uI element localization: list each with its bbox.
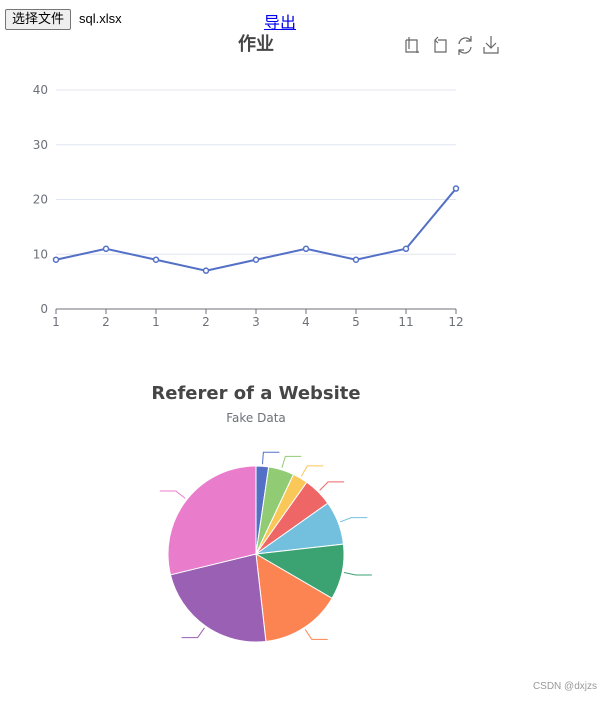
x-tick-label: 2: [202, 315, 210, 329]
line-data-point[interactable]: [452, 185, 460, 192]
pie-label-line: [181, 627, 205, 639]
y-tick-label: 0: [40, 302, 48, 316]
undo-icon[interactable]: [434, 36, 447, 53]
pie-label-line: [300, 465, 324, 477]
download-icon[interactable]: [483, 36, 499, 54]
x-tick-label: 4: [302, 315, 310, 329]
line-data-point[interactable]: [52, 256, 60, 263]
pie-label-line: [304, 629, 328, 640]
pie-slice[interactable]: [169, 553, 267, 643]
pie-slice[interactable]: [254, 543, 345, 600]
x-tick-label: 3: [252, 315, 260, 329]
pie-label-line: [159, 490, 186, 499]
line-chart-title: 作业: [238, 33, 274, 55]
pie-label-line: [281, 455, 302, 468]
pie-chart-title: Referer of a Website: [151, 383, 360, 404]
pie-slice[interactable]: [255, 553, 333, 642]
pie-slice[interactable]: [167, 465, 257, 576]
pie-label-line: [319, 481, 345, 491]
y-tick-label: 20: [33, 193, 48, 207]
line-data-point[interactable]: [402, 245, 410, 253]
line-data-point[interactable]: [102, 245, 110, 253]
pie-label-line: [343, 572, 372, 576]
file-select-button[interactable]: 选择文件: [5, 9, 72, 30]
selected-file-name: sql.xlsx: [79, 11, 122, 26]
pie-slice[interactable]: [255, 502, 344, 555]
export-link[interactable]: 导出: [264, 13, 297, 32]
line-data-point[interactable]: [152, 256, 160, 263]
x-tick-label: 12: [448, 315, 463, 329]
restore-icon[interactable]: [458, 36, 472, 55]
line-data-point[interactable]: [352, 256, 360, 263]
watermark: CSDN @dxjzs: [532, 681, 597, 692]
pie-chart-subtitle: Fake Data: [226, 411, 286, 425]
x-tick-label: 11: [398, 315, 413, 329]
x-tick-label: 5: [352, 315, 360, 329]
y-tick-label: 10: [33, 247, 48, 261]
y-tick-label: 40: [33, 83, 48, 97]
pie-label-line: [339, 517, 368, 523]
pie-slice[interactable]: [255, 466, 295, 555]
x-tick-label: 1: [52, 315, 60, 329]
pie-slice[interactable]: [255, 465, 270, 555]
line-data-point[interactable]: [302, 245, 310, 253]
pie-slice[interactable]: [255, 481, 329, 555]
x-tick-label: 2: [102, 315, 110, 329]
line-data-point[interactable]: [202, 267, 210, 274]
pie-slice[interactable]: [255, 473, 308, 555]
pie-label-line: [261, 451, 280, 465]
chart-toolbox: [405, 36, 499, 55]
line-data-point[interactable]: [252, 256, 260, 263]
crop-icon[interactable]: [405, 37, 419, 53]
x-tick-label: 1: [152, 315, 160, 329]
y-tick-label: 30: [33, 138, 48, 152]
